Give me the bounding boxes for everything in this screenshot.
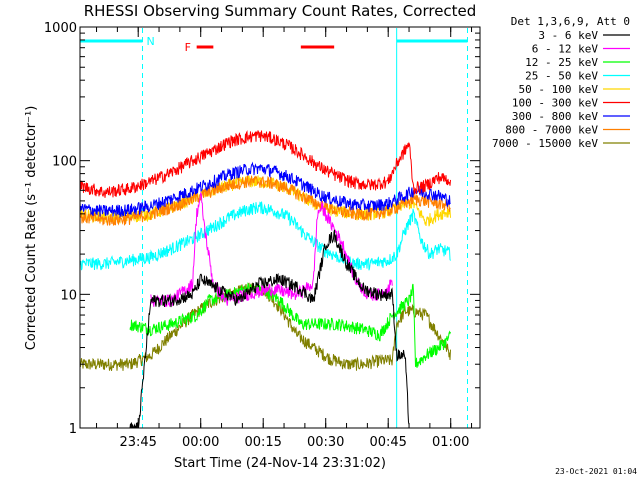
x-axis-label: Start Time (24-Nov-14 23:31:02)	[174, 456, 386, 471]
legend-label: 7000 - 15000 keV	[492, 137, 598, 150]
flag-label-F: F	[185, 41, 191, 54]
y-axis-label: Corrected Count Rate (s⁻¹ detector⁻¹)	[24, 106, 39, 351]
timestamp: 23-Oct-2021 01:04	[555, 467, 637, 476]
y-axis: 1 10 100 1000	[44, 21, 480, 437]
x-tick-label: 00:45	[369, 435, 406, 450]
series-line-800-7000keV	[79, 175, 451, 226]
plot-frame	[79, 26, 481, 429]
x-tick-label: 00:30	[307, 435, 344, 450]
x-tick-label: 23:45	[119, 435, 156, 450]
flag-label-N: N	[147, 35, 155, 48]
legend-label: 800 - 7000 keV	[505, 124, 598, 137]
legend-label: 100 - 300 keV	[512, 97, 598, 110]
legend-label: 300 - 800 keV	[512, 110, 598, 123]
series-line-300-800keV	[79, 161, 451, 219]
x-tick-label: 00:00	[182, 435, 219, 450]
y-tick-label: 1000	[44, 21, 77, 36]
legend-label: 12 - 25 keV	[525, 56, 598, 69]
series-line-25-50keV	[79, 201, 451, 271]
series-line-100-300keV	[79, 130, 451, 198]
legend-title: Det 1,3,6,9, Att 0	[511, 15, 630, 28]
x-tick-label: 01:00	[432, 435, 469, 450]
legend-label: 6 - 12 keV	[532, 43, 599, 56]
y-tick-label: 1	[69, 422, 77, 437]
legend-label: 25 - 50 keV	[525, 70, 598, 83]
y-tick-label: 100	[52, 155, 77, 170]
series-line-3-6keV	[129, 229, 410, 429]
x-axis: 23:45 00:00 00:15 00:30 00:45 01:00	[96, 27, 473, 450]
series-line-12-25keV	[129, 282, 451, 368]
legend-label: 50 - 100 keV	[519, 83, 599, 96]
series-line-6-12keV	[150, 191, 393, 307]
x-tick-label: 00:15	[244, 435, 281, 450]
chart-title: RHESSI Observing Summary Count Rates, Co…	[84, 2, 477, 20]
legend-label: 3 - 6 keV	[538, 29, 598, 42]
y-tick-label: 10	[60, 288, 77, 303]
